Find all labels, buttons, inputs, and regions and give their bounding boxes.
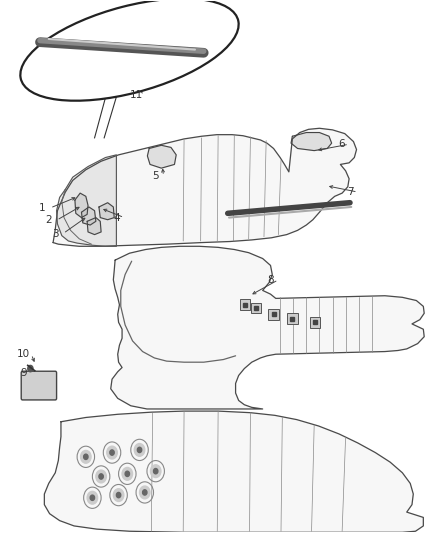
Circle shape	[90, 495, 95, 500]
Circle shape	[107, 446, 117, 459]
Polygon shape	[291, 133, 332, 151]
Text: 2: 2	[46, 215, 52, 225]
Circle shape	[117, 492, 121, 498]
Circle shape	[81, 450, 91, 463]
Polygon shape	[57, 155, 117, 246]
Polygon shape	[99, 203, 114, 220]
Circle shape	[110, 450, 114, 455]
Circle shape	[87, 491, 98, 504]
Text: 4: 4	[113, 213, 120, 223]
Circle shape	[84, 454, 88, 459]
Polygon shape	[75, 193, 88, 217]
Text: 3: 3	[52, 229, 59, 239]
Circle shape	[96, 470, 106, 483]
Bar	[287, 313, 297, 324]
Circle shape	[28, 366, 33, 372]
Polygon shape	[44, 411, 424, 532]
Circle shape	[140, 486, 150, 499]
Polygon shape	[148, 146, 176, 168]
Text: 9: 9	[20, 368, 27, 378]
Bar	[251, 303, 261, 313]
Circle shape	[99, 474, 103, 479]
Circle shape	[134, 443, 145, 456]
Bar	[268, 309, 279, 320]
Ellipse shape	[20, 0, 239, 101]
Circle shape	[138, 447, 142, 453]
Bar	[310, 317, 320, 328]
Text: 11: 11	[129, 90, 143, 100]
Text: 6: 6	[338, 139, 345, 149]
Circle shape	[150, 465, 161, 478]
Text: 7: 7	[346, 187, 353, 197]
Bar	[240, 300, 251, 310]
Polygon shape	[81, 207, 96, 225]
Text: 1: 1	[39, 203, 46, 213]
Polygon shape	[111, 246, 424, 409]
Text: 5: 5	[152, 171, 159, 181]
Circle shape	[125, 471, 130, 477]
Text: 8: 8	[267, 275, 274, 285]
Circle shape	[143, 490, 147, 495]
Text: 10: 10	[17, 349, 30, 359]
Circle shape	[122, 467, 133, 480]
Polygon shape	[87, 217, 101, 235]
Circle shape	[153, 469, 158, 474]
FancyBboxPatch shape	[21, 371, 57, 400]
Circle shape	[113, 489, 124, 502]
Polygon shape	[53, 128, 357, 246]
